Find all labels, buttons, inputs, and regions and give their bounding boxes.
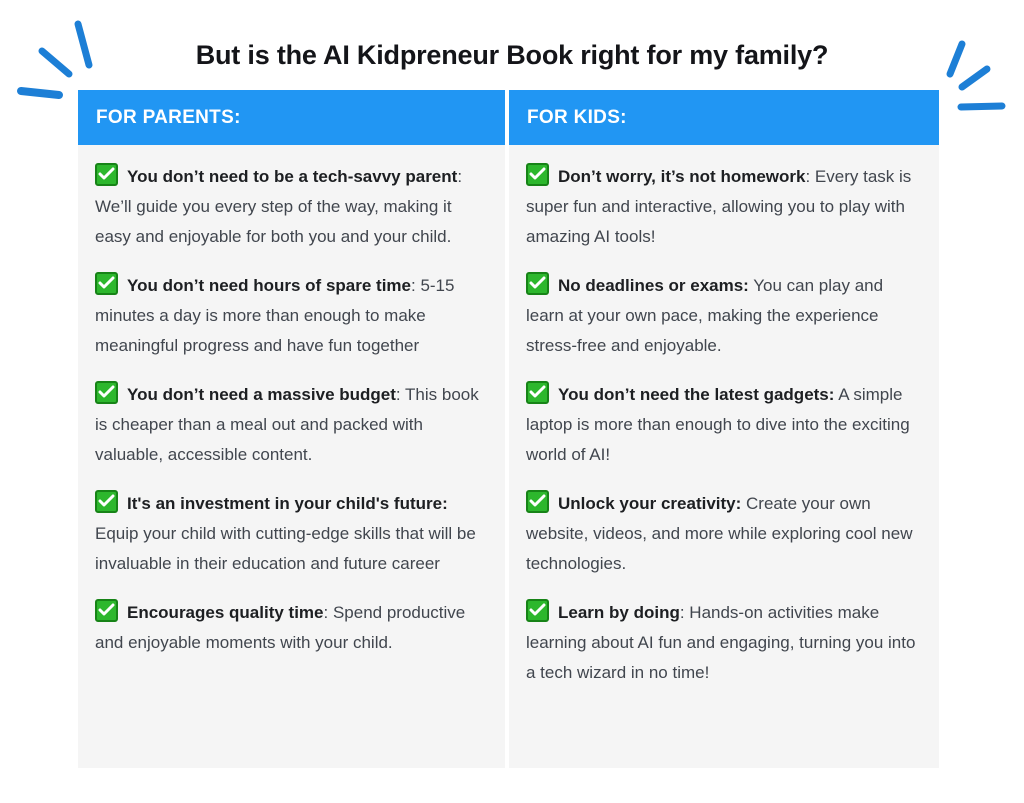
benefit-text: : We’ll guide you every step of the way,…	[95, 167, 463, 246]
green-checkbox-icon	[95, 490, 118, 513]
emphasis-spark-right-icon	[946, 40, 1006, 111]
benefit-item: It's an investment in your child's futur…	[95, 489, 488, 579]
kids-column: FOR KIDS: Don’t worry, it’s not homework…	[509, 90, 939, 768]
benefit-item: You don’t need to be a tech-savvy parent…	[95, 162, 488, 252]
benefit-text: A simple laptop is more than enough to d…	[526, 385, 910, 464]
benefit-text: : Every task is super fun and interactiv…	[526, 167, 912, 246]
benefit-item: No deadlines or exams: You can play and …	[526, 271, 922, 361]
benefit-text: : Spend productive and enjoyable moments…	[95, 603, 466, 652]
kids-column-body: Don’t worry, it’s not homework: Every ta…	[509, 145, 939, 768]
benefit-text: : Hands-on activities make learning abou…	[526, 603, 916, 682]
green-checkbox-icon	[526, 163, 549, 186]
green-checkbox-icon	[526, 381, 549, 404]
parents-column: FOR PARENTS: You don’t need to be a tech…	[78, 90, 505, 768]
benefit-text: : 5-15 minutes a day is more than enough…	[95, 276, 455, 355]
benefit-lead: Learn by doing	[558, 603, 680, 622]
benefit-item: Learn by doing: Hands-on activities make…	[526, 598, 922, 688]
green-checkbox-icon	[526, 272, 549, 295]
benefit-text: : This book is cheaper than a meal out a…	[95, 385, 479, 464]
benefit-lead: You don’t need to be a tech-savvy parent	[127, 167, 458, 186]
green-checkbox-icon	[95, 272, 118, 295]
benefit-text: You can play and learn at your own pace,…	[526, 276, 884, 355]
green-checkbox-icon	[526, 599, 549, 622]
benefit-lead: It's an investment in your child's futur…	[127, 494, 448, 513]
parents-column-header: FOR PARENTS:	[78, 90, 505, 145]
benefit-lead: Encourages quality time	[127, 603, 324, 622]
benefit-item: Unlock your creativity: Create your own …	[526, 489, 922, 579]
green-checkbox-icon	[95, 381, 118, 404]
benefit-item: You don’t need hours of spare time: 5-15…	[95, 271, 488, 361]
kids-column-header: FOR KIDS:	[509, 90, 939, 145]
green-checkbox-icon	[95, 599, 118, 622]
emphasis-spark-left-icon	[17, 20, 93, 99]
benefit-text: Equip your child with cutting-edge skill…	[95, 524, 476, 573]
green-checkbox-icon	[95, 163, 118, 186]
benefit-lead: You don’t need the latest gadgets:	[558, 385, 835, 404]
benefit-lead: Don’t worry, it’s not homework	[558, 167, 806, 186]
benefit-lead: You don’t need a massive budget	[127, 385, 396, 404]
benefit-text: Create your own website, videos, and mor…	[526, 494, 913, 573]
page-title: But is the AI Kidpreneur Book right for …	[195, 40, 829, 71]
benefit-lead: You don’t need hours of spare time	[127, 276, 411, 295]
kids-header-label: FOR KIDS:	[527, 106, 627, 128]
parents-header-label: FOR PARENTS:	[96, 106, 241, 128]
benefit-item: You don’t need the latest gadgets: A sim…	[526, 380, 922, 470]
parents-column-body: You don’t need to be a tech-savvy parent…	[78, 145, 505, 768]
benefit-item: Don’t worry, it’s not homework: Every ta…	[526, 162, 922, 252]
comparison-table: FOR PARENTS: You don’t need to be a tech…	[78, 90, 939, 768]
benefit-item: Encourages quality time: Spend productiv…	[95, 598, 488, 658]
benefit-lead: Unlock your creativity:	[558, 494, 742, 513]
benefit-item: You don’t need a massive budget: This bo…	[95, 380, 488, 470]
benefit-lead: No deadlines or exams:	[558, 276, 749, 295]
green-checkbox-icon	[526, 490, 549, 513]
